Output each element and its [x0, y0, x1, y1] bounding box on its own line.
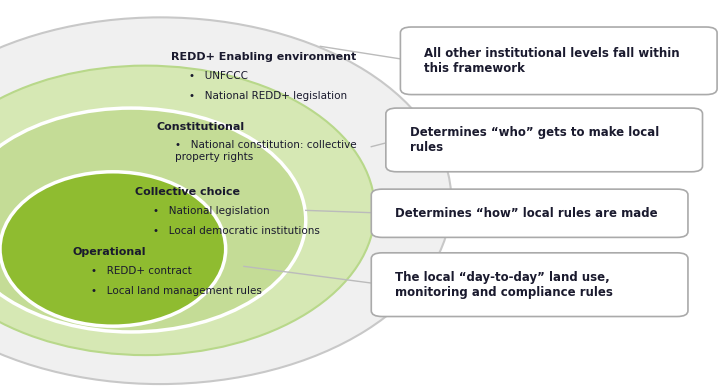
Ellipse shape	[0, 17, 451, 384]
Text: Collective choice: Collective choice	[135, 187, 240, 197]
Text: •   REDD+ contract: • REDD+ contract	[91, 266, 191, 276]
Ellipse shape	[0, 108, 306, 332]
FancyBboxPatch shape	[371, 253, 688, 317]
Text: Determines “who” gets to make local
rules: Determines “who” gets to make local rule…	[410, 126, 659, 154]
FancyBboxPatch shape	[371, 189, 688, 237]
FancyBboxPatch shape	[400, 27, 717, 95]
Text: The local “day-to-day” land use,
monitoring and compliance rules: The local “day-to-day” land use, monitor…	[395, 271, 613, 299]
Text: REDD+ Enabling environment: REDD+ Enabling environment	[171, 52, 356, 62]
Text: •   National constitution: collective
property rights: • National constitution: collective prop…	[175, 140, 356, 162]
Ellipse shape	[0, 66, 375, 355]
Text: •   Local land management rules: • Local land management rules	[91, 286, 262, 296]
Text: Operational: Operational	[73, 247, 146, 257]
Text: •   National REDD+ legislation: • National REDD+ legislation	[189, 91, 347, 101]
FancyBboxPatch shape	[386, 108, 703, 172]
Text: •   UNFCCC: • UNFCCC	[189, 71, 248, 81]
Text: Determines “how” local rules are made: Determines “how” local rules are made	[395, 207, 658, 220]
Text: •   National legislation: • National legislation	[153, 206, 269, 216]
Text: Constitutional: Constitutional	[157, 122, 245, 132]
Text: •   Local democratic institutions: • Local democratic institutions	[153, 226, 320, 236]
Ellipse shape	[0, 172, 226, 326]
Text: All other institutional levels fall within
this framework: All other institutional levels fall with…	[424, 47, 680, 75]
